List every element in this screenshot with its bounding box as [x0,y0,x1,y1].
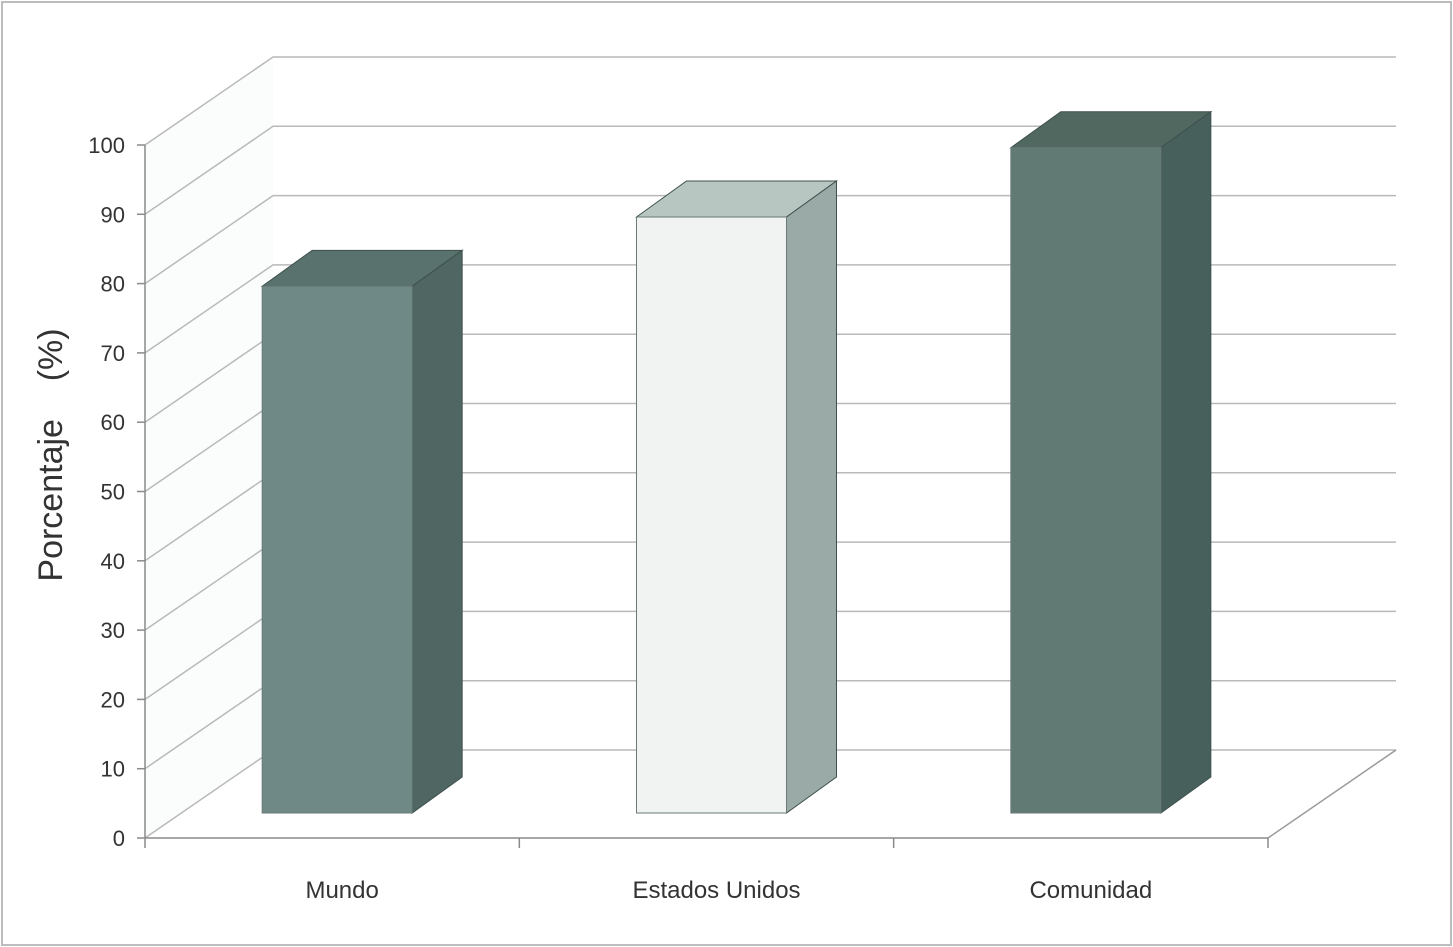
x-category-labels: Mundo Estados Unidos Comunidad [305,877,1152,904]
y-tick-label: 0 [113,826,125,851]
bar-front [636,216,787,814]
x-category-label: Mundo [305,877,378,904]
bar-side [411,249,463,814]
bar-side [786,180,837,814]
y-tick-label: 30 [101,618,125,643]
gridline [144,56,1396,146]
y-tick-label: 60 [101,410,125,435]
bar [634,180,839,814]
y-axis-title: Porcentaje (%) [32,328,70,581]
bars [260,110,1213,814]
y-tick-label: 20 [101,687,125,712]
axes [137,144,1397,848]
y-tick-label: 70 [101,341,125,366]
y-tick-labels: 0 10 20 30 40 50 60 70 80 90 100 [88,133,125,851]
y-tick-label: 40 [101,549,125,574]
x-category-label: Estados Unidos [632,877,800,904]
y-tick-label: 80 [101,272,125,297]
bar [1009,110,1213,814]
x-category-label: Comunidad [1029,877,1152,904]
y-tick-label: 50 [101,480,125,505]
gridline [144,125,1396,215]
bar-front [1010,147,1162,814]
y-tick-label: 10 [101,757,125,782]
floor-edge [1267,749,1397,839]
y-tick-label: 100 [88,133,125,158]
bar [260,249,464,814]
y-tick-label: 90 [101,202,125,227]
bar-front [261,285,413,814]
bar-side [1160,110,1212,814]
